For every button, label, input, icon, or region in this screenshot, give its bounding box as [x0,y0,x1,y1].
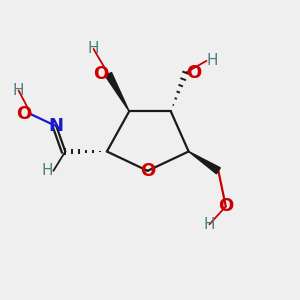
Text: H: H [88,41,99,56]
Text: H: H [42,163,53,178]
Polygon shape [105,73,129,111]
Text: H: H [13,83,24,98]
Text: H: H [206,53,218,68]
Text: H: H [204,217,215,232]
Text: O: O [218,197,233,215]
Text: O: O [186,64,201,82]
Text: N: N [49,117,64,135]
Text: O: O [16,105,31,123]
Polygon shape [189,152,220,174]
Text: O: O [93,65,108,83]
Text: O: O [140,162,155,180]
